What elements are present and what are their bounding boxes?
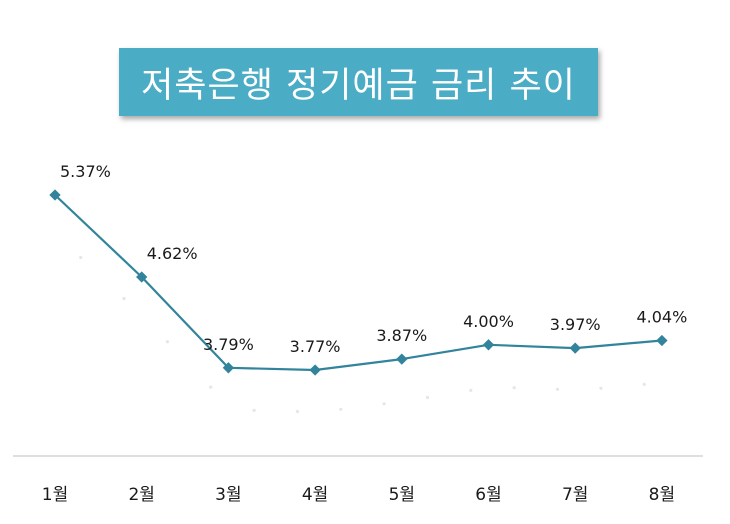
x-tick-label-2: 2월 [128, 485, 154, 505]
data-label-2: 4.62% [147, 244, 198, 263]
shadow-dot [425, 395, 430, 400]
data-label-5: 3.87% [376, 326, 427, 345]
shadow-dot [469, 388, 473, 392]
data-label-1: 5.37% [60, 162, 111, 181]
data-point-6 [482, 339, 495, 351]
shadow-dot [642, 382, 646, 386]
data-point-8 [656, 334, 668, 347]
data-point-1 [49, 189, 61, 201]
data-points [49, 189, 668, 376]
data-label-7: 3.97% [550, 315, 601, 334]
shadow-dot [382, 402, 386, 406]
data-point-3 [222, 362, 235, 374]
data-label-4: 3.77% [290, 337, 341, 356]
shadow-dot [599, 386, 603, 390]
data-point-7 [569, 342, 581, 354]
x-tick-label-7: 7월 [562, 485, 588, 505]
shadow-dot [339, 407, 343, 411]
data-label-3: 3.79% [203, 335, 254, 354]
x-tick-label-3: 3월 [215, 485, 241, 505]
shadow-dot [252, 408, 256, 412]
x-tick-label-8: 8월 [649, 485, 675, 505]
shadow-dot [165, 340, 169, 344]
x-tick-label-5: 5월 [389, 485, 415, 505]
shadow-dot [122, 296, 126, 301]
data-point-2 [136, 271, 148, 283]
x-tick-labels: 1월 2월 3월 4월 5월 6월 7월 8월 [42, 485, 675, 505]
line-shadow [79, 255, 646, 414]
x-tick-label-1: 1월 [42, 485, 68, 505]
data-labels: 5.37% 4.62% 3.79% 3.77% 3.87% 4.00% 3.97% 4.04% [60, 162, 687, 356]
series-line [54, 194, 662, 372]
data-point-4 [309, 364, 321, 376]
shadow-dot [512, 386, 516, 390]
chart-title: 저축은행 정기예금 금리 추이 [141, 65, 576, 106]
chart-title-box: 저축은행 정기예금 금리 추이 [119, 48, 598, 116]
data-point-5 [396, 353, 408, 365]
data-label-8: 4.04% [636, 308, 687, 327]
shadow-dot [555, 387, 560, 391]
shadow-dot [209, 385, 213, 389]
shadow-dot [295, 409, 299, 414]
data-label-6: 4.00% [463, 312, 514, 331]
x-tick-label-6: 6월 [475, 485, 501, 505]
x-tick-label-4: 4월 [302, 485, 328, 505]
shadow-dot [79, 255, 83, 260]
